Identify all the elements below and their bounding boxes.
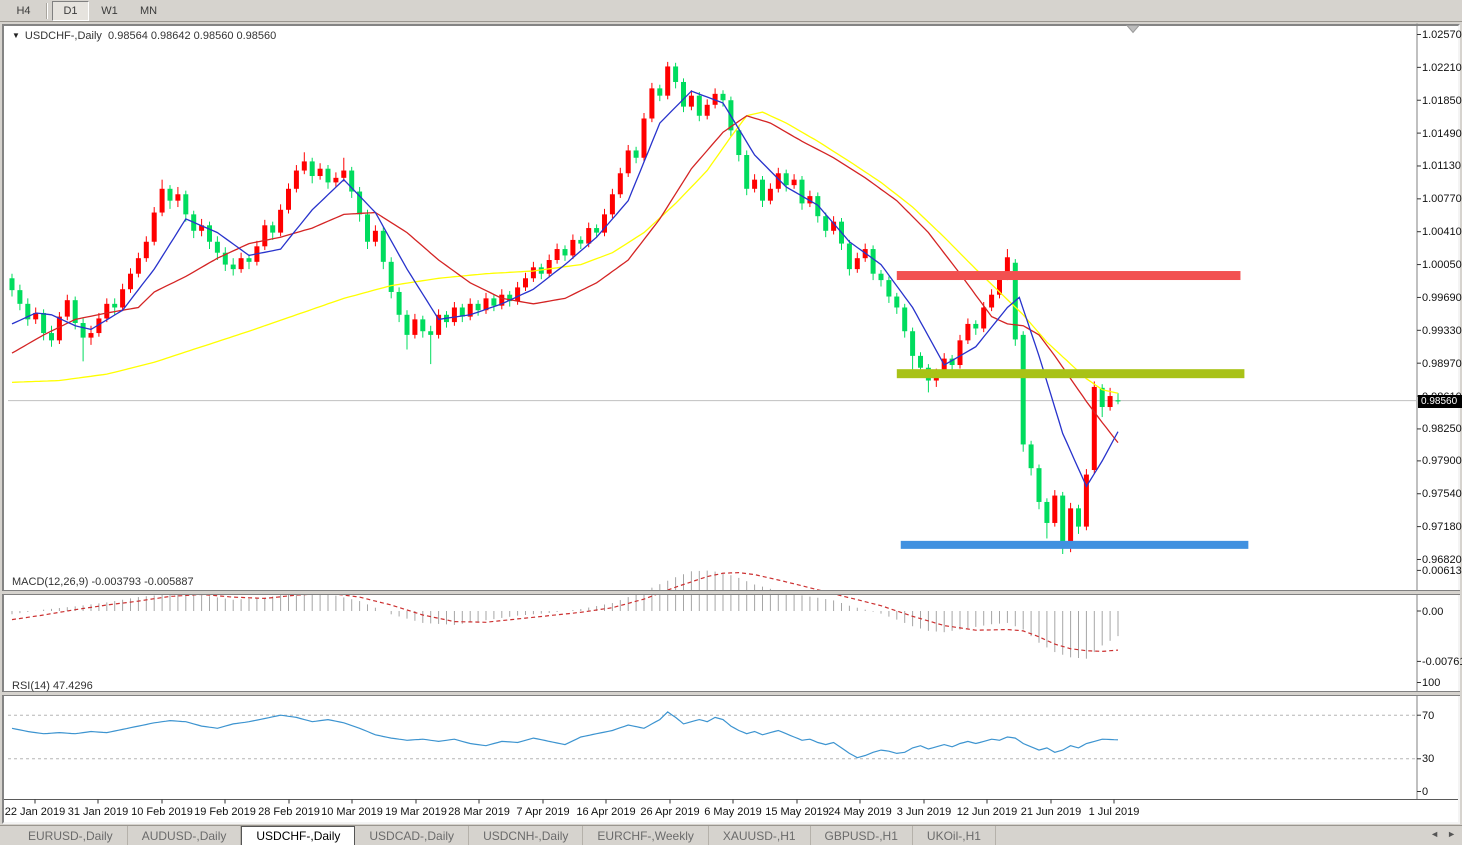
timeframe-button-h4[interactable]: H4: [16, 4, 31, 17]
panel-splitter-rsi[interactable]: [2, 691, 1460, 696]
panel-splitter-macd[interactable]: [2, 590, 1460, 595]
rsi-axis-label: 0: [1422, 786, 1429, 798]
x-axis-label: 3 Jun 2019: [896, 806, 952, 818]
x-axis-label: 26 Apr 2019: [640, 806, 700, 818]
symbol-label: USDCHF-,Daily: [24, 30, 102, 42]
rsi-axis-label: 30: [1422, 753, 1435, 766]
symbol-dropdown-icon[interactable]: ▼: [12, 31, 20, 40]
price-axis-label: 1.02570: [1422, 29, 1462, 41]
x-axis-label: 31 Jan 2019: [67, 806, 129, 818]
price-axis-label: 1.01130: [1422, 160, 1461, 173]
timeframe-toolbar: H4 D1 W1 MN: [0, 0, 1462, 22]
x-axis-label: 10 Feb 2019: [131, 806, 193, 818]
price-axis-label: 0.98970: [1422, 357, 1462, 370]
x-axis-label: 22 Jan 2019: [4, 806, 66, 818]
chart-window: ▼ USDCHF-,Daily 0.98564 0.98642 0.98560 0…: [2, 24, 1460, 824]
macd-axis-label: 0.00: [1422, 605, 1444, 618]
x-axis-label: 28 Feb 2019: [258, 806, 320, 818]
rsi-indicator-label: RSI(14) 47.4296: [12, 680, 93, 692]
x-axis-label: 12 Jun 2019: [956, 806, 1018, 818]
price-axis-label: 0.97540: [1422, 488, 1462, 501]
timeframe-button-d1[interactable]: D1: [52, 0, 89, 21]
x-axis-label: 19 Mar 2019: [385, 806, 447, 818]
rsi-axis-label: 100: [1422, 677, 1441, 689]
chart-tab-usdcnh-daily[interactable]: USDCNH-,Daily: [469, 826, 584, 845]
chart-tab-audusd-daily[interactable]: AUDUSD-,Daily: [128, 826, 242, 845]
x-axis-label: 24 May 2019: [828, 806, 892, 818]
current-price-tag: 0.98560: [1418, 395, 1462, 408]
chart-tab-ukoil-h1[interactable]: UKOil-,H1: [913, 826, 996, 845]
price-axis-label: 0.97900: [1422, 455, 1462, 468]
price-axis-label: 0.97180: [1422, 521, 1462, 534]
price-axis-label: 0.96820: [1422, 553, 1462, 566]
timeframe-button-mn[interactable]: MN: [139, 4, 158, 17]
price-axis-label: 1.00770: [1422, 193, 1462, 206]
chart-tab-gbpusd-h1[interactable]: GBPUSD-,H1: [811, 826, 913, 845]
price-axis-label: 1.01850: [1422, 94, 1462, 107]
tabs-scroll-right-icon[interactable]: ►: [1447, 829, 1456, 839]
chart-tab-xauusd-h1[interactable]: XAUUSD-,H1: [709, 826, 811, 845]
x-axis-label: 28 Mar 2019: [448, 806, 510, 818]
macd-axis-label: -0.00761: [1422, 655, 1462, 668]
tabs-scroll-left-icon[interactable]: ◄: [1430, 829, 1440, 839]
x-axis-label: 16 Apr 2019: [576, 806, 636, 818]
x-axis-label: 21 Jun 2019: [1020, 806, 1082, 818]
chart-title: ▼ USDCHF-,Daily 0.98564 0.98642 0.98560 0…: [12, 30, 276, 42]
x-axis-label: 6 May 2019: [704, 806, 762, 818]
x-axis-label: 1 Jul 2019: [1088, 806, 1140, 818]
price-axis-label: 1.01490: [1422, 127, 1462, 140]
price-axis-label: 1.00410: [1422, 226, 1462, 239]
price-axis-label: 0.99330: [1422, 324, 1462, 337]
timeframe-button-w1[interactable]: W1: [101, 4, 118, 17]
macd-indicator-label: MACD(12,26,9) -0.003793 -0.005887: [12, 576, 194, 588]
x-axis-label: 15 May 2019: [765, 806, 829, 818]
chart-tab-eurchf-weekly[interactable]: EURCHF-,Weekly: [583, 826, 709, 845]
price-axis-label: 1.00050: [1422, 259, 1462, 272]
ohlc-values: 0.98564 0.98642 0.98560 0.98560: [108, 30, 277, 42]
price-axis-label: 0.98250: [1422, 423, 1462, 436]
macd-axis-label: 0.00613: [1422, 564, 1462, 577]
x-axis-label: 7 Apr 2019: [516, 806, 570, 818]
price-axis-label: 1.02210: [1422, 61, 1462, 74]
x-axis-label: 10 Mar 2019: [321, 806, 383, 818]
chart-tab-usdcad-daily[interactable]: USDCAD-,Daily: [355, 826, 470, 845]
chart-tab-usdchf-daily[interactable]: USDCHF-,Daily: [241, 826, 356, 845]
price-axis-label: 0.99690: [1422, 291, 1462, 304]
rsi-axis-label: 70: [1422, 709, 1435, 722]
chart-tab-bar: EURUSD-,Daily AUDUSD-,Daily USDCHF-,Daily U…: [0, 825, 1462, 845]
toolbar-separator: [46, 2, 48, 19]
x-axis-label: 19 Feb 2019: [194, 806, 256, 818]
chart-tab-eurusd-daily[interactable]: EURUSD-,Daily: [14, 826, 128, 845]
